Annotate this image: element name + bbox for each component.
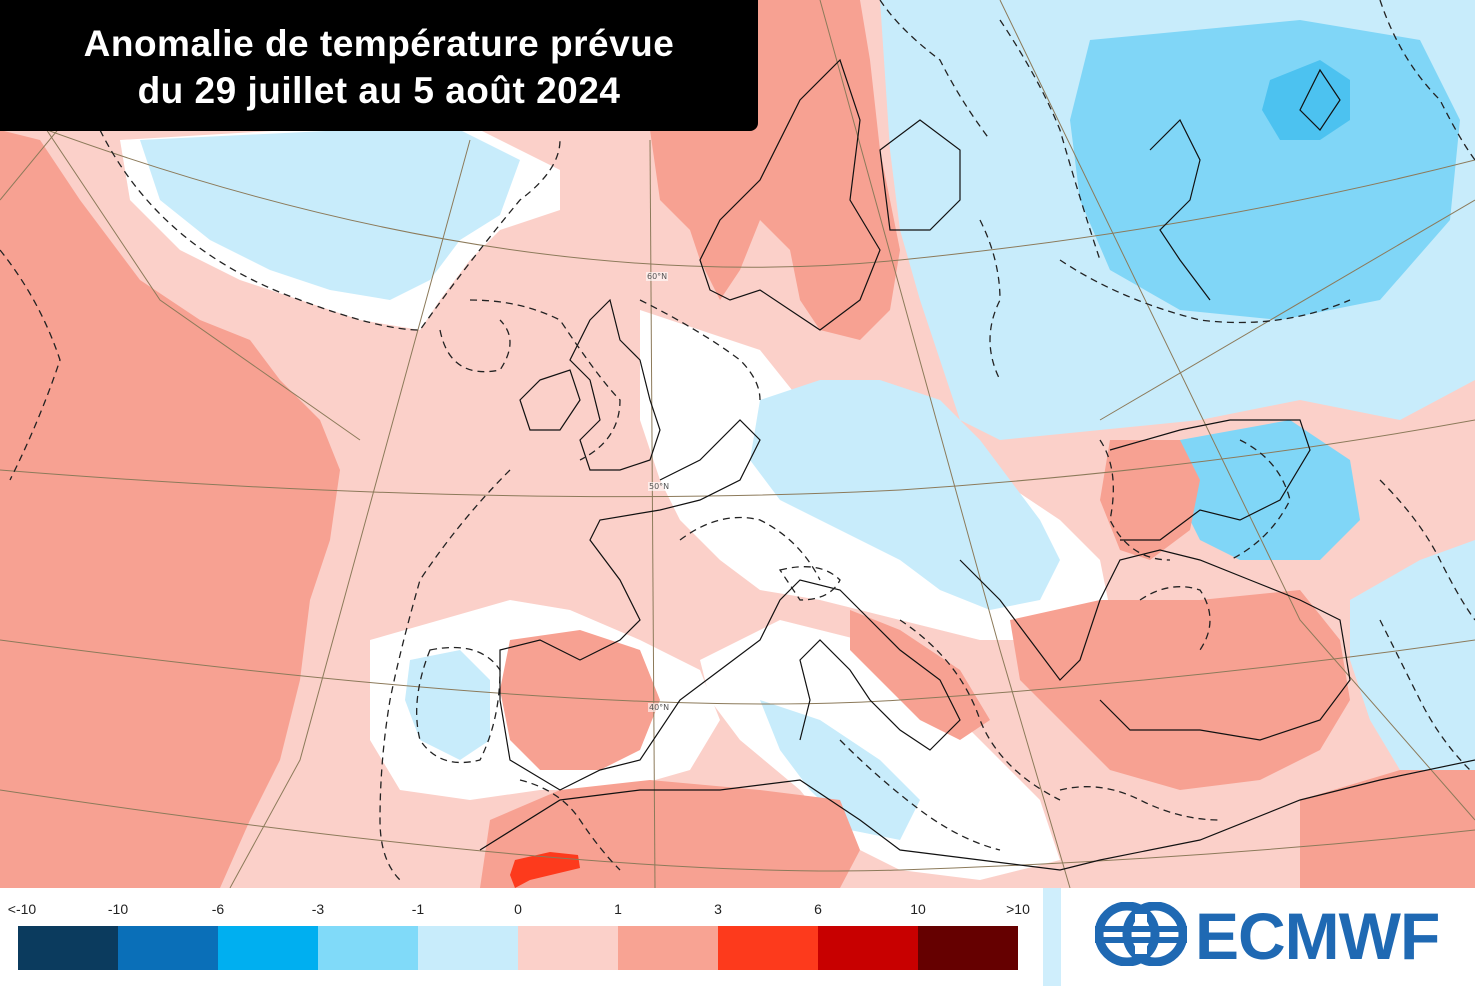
legend-tick: <-10 (7, 901, 37, 917)
color-legend: <-10 -10 -6 -3 -1 0 1 3 6 10 >10 (0, 888, 1043, 986)
russia-strong-cool (1262, 60, 1350, 140)
ecmwf-logo-icon (1095, 902, 1187, 966)
middle-east-warm-anomaly (1300, 770, 1475, 888)
map-edge-strip (1043, 888, 1061, 986)
title-line-1: Anomalie de température prévue (83, 23, 675, 64)
middle-east-cool-anomaly (1350, 540, 1475, 780)
legend-swatch (818, 926, 918, 970)
iberia-warm-anomaly (500, 630, 660, 770)
atlantic-warm-anomaly (0, 130, 340, 888)
legend-swatch (118, 926, 218, 970)
legend-tick: -1 (411, 901, 425, 917)
legend-swatch (718, 926, 818, 970)
latitude-label-40n: 40°N (648, 703, 671, 712)
coastlines (479, 58, 1475, 871)
east-europe-cool-anomaly (1180, 420, 1360, 560)
east-mediterranean-warm-anomaly (1010, 590, 1350, 790)
portugal-cool-anomaly (405, 650, 490, 760)
ecmwf-logo-text: ECMWF (1195, 899, 1440, 973)
legend-tick: -10 (107, 901, 129, 917)
graticule (0, 0, 1475, 888)
legend-swatch (318, 926, 418, 970)
legend-swatch (518, 926, 618, 970)
north-atlantic-light-cool (140, 125, 520, 300)
temperature-anomaly-map: Anomalie de température prévue du 29 jui… (0, 0, 1475, 888)
legend-swatch (918, 926, 1018, 970)
latitude-label-60n: 60°N (646, 272, 669, 281)
anomaly-contours (0, 0, 1475, 881)
latitude-label-50n: 50°N (648, 482, 671, 491)
legend-tick: 0 (514, 901, 522, 917)
legend-swatch (618, 926, 718, 970)
russia-cool-anomaly (1070, 20, 1460, 320)
legend-tick: -6 (211, 901, 225, 917)
map-canvas (0, 0, 1475, 888)
italy-warm-anomaly (850, 610, 990, 740)
legend-tick: 10 (910, 901, 926, 917)
legend-tick: >10 (1006, 901, 1030, 917)
legend-swatch (18, 926, 118, 970)
mediterranean-cool-anomaly (760, 700, 920, 840)
central-europe-cool-anomaly (750, 380, 1060, 610)
legend-tick: 6 (814, 901, 822, 917)
mediterranean-neutral (700, 620, 1060, 880)
north-africa-hot-spot (510, 852, 580, 888)
legend-swatch (218, 926, 318, 970)
legend-tick: -3 (311, 901, 325, 917)
ecmwf-logo: ECMWF (1043, 888, 1475, 986)
map-title: Anomalie de température prévue du 29 jui… (0, 0, 758, 131)
title-line-2: du 29 juillet au 5 août 2024 (137, 70, 621, 111)
legend-swatch (418, 926, 518, 970)
legend-tick: 1 (614, 901, 622, 917)
legend-tick: 3 (714, 901, 722, 917)
